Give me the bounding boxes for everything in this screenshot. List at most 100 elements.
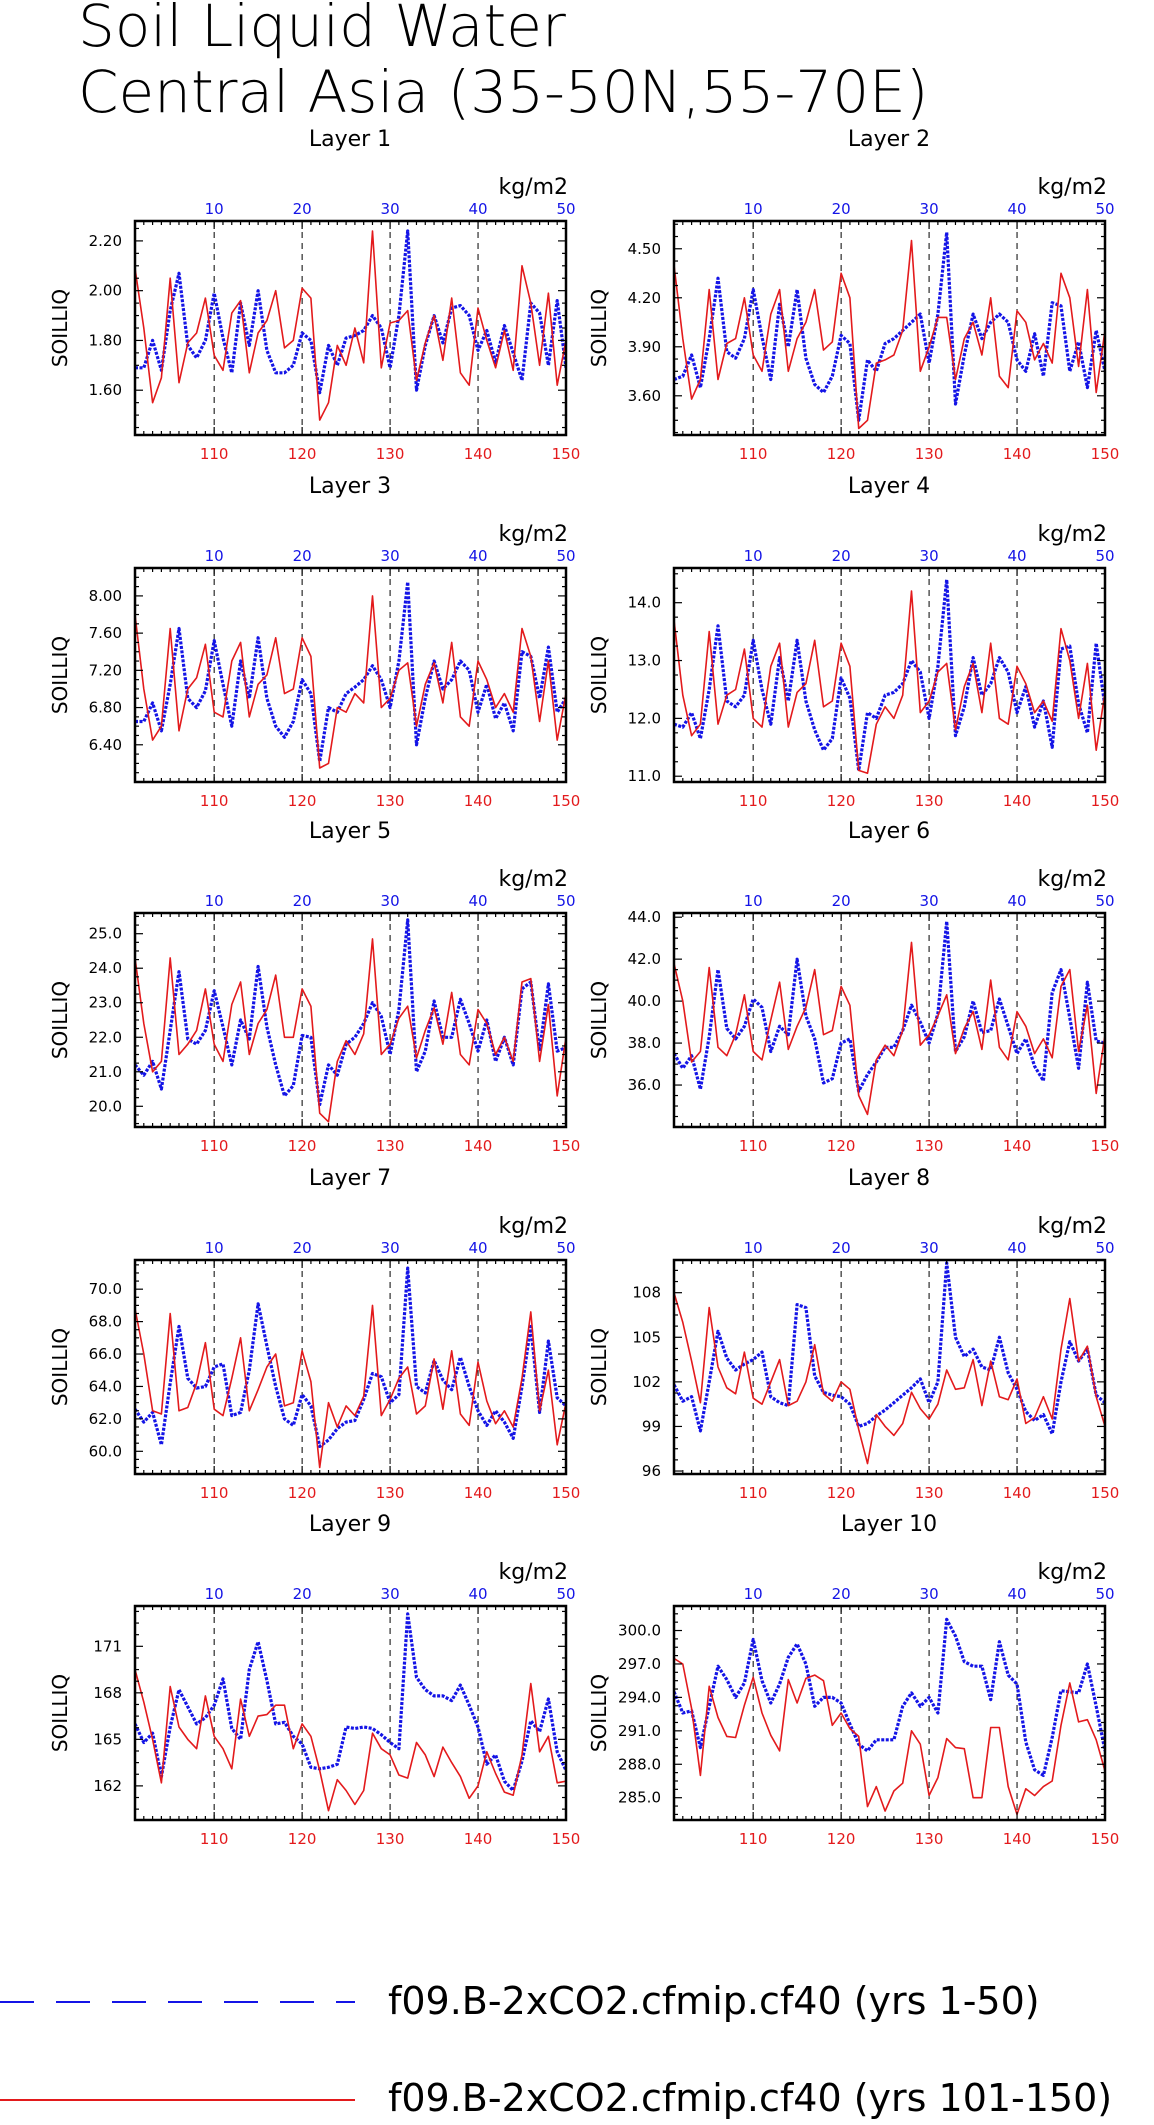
panel-title: Layer 6 xyxy=(848,819,930,844)
x-tick-label: 150 xyxy=(552,1484,581,1502)
x-tick-label: 130 xyxy=(376,1137,405,1155)
x-tick-label: 140 xyxy=(464,1137,493,1155)
y-tick-label: 23.0 xyxy=(89,994,122,1012)
units-label: kg/m2 xyxy=(1037,1214,1107,1239)
x2-tick-label: 50 xyxy=(556,547,575,565)
x2-tick-label: 30 xyxy=(381,200,400,218)
series-blue-line xyxy=(135,918,566,1107)
series-blue-line xyxy=(674,1261,1105,1436)
x2-tick-label: 30 xyxy=(920,1585,939,1603)
y-tick-label: 42.0 xyxy=(628,950,661,968)
y-axis-label: SOILLIQ xyxy=(48,636,72,714)
units-label: kg/m2 xyxy=(498,1214,568,1239)
x-tick-label: 150 xyxy=(1091,1830,1120,1848)
x2-tick-label: 30 xyxy=(920,200,939,218)
series-red-line xyxy=(135,1304,566,1469)
x2-tick-label: 40 xyxy=(468,1585,487,1603)
legend-blue-label: f09.B-2xCO2.cfmip.cf40 (yrs 1-50) xyxy=(388,1979,1040,2023)
panel-layer-8: Layer 8 kg/m2 SOILLIQ 110 120 130 140 150 10 20 30… xyxy=(587,1166,1119,1502)
y-tick-label: 165 xyxy=(93,1730,122,1748)
y-tick-label: 2.20 xyxy=(89,232,122,250)
x2-tick-label: 50 xyxy=(1095,1239,1114,1257)
y-tick-label: 3.60 xyxy=(628,387,661,405)
x2-tick-label: 40 xyxy=(1007,547,1026,565)
units-label: kg/m2 xyxy=(1037,522,1107,547)
y-tick-label: 162 xyxy=(93,1777,122,1795)
y-tick-label: 22.0 xyxy=(89,1028,122,1046)
series-red-line xyxy=(674,941,1105,1116)
x-tick-label: 130 xyxy=(376,1484,405,1502)
x2-tick-label: 10 xyxy=(744,200,763,218)
x-tick-label: 120 xyxy=(288,792,317,810)
x-tick-label: 110 xyxy=(739,445,768,463)
y-axis-label: SOILLIQ xyxy=(587,1674,611,1752)
x2-tick-label: 10 xyxy=(205,892,224,910)
x-tick-label: 130 xyxy=(915,445,944,463)
x2-tick-label: 10 xyxy=(744,1239,763,1257)
y-axis-label: SOILLIQ xyxy=(587,289,611,367)
series-red-line xyxy=(674,1657,1105,1816)
y-tick-label: 168 xyxy=(93,1684,122,1702)
y-tick-label: 99 xyxy=(642,1417,661,1435)
y-tick-label: 44.0 xyxy=(628,908,661,926)
x2-tick-label: 50 xyxy=(1095,892,1114,910)
x-tick-label: 120 xyxy=(827,792,856,810)
x2-tick-label: 30 xyxy=(381,892,400,910)
x2-tick-label: 50 xyxy=(556,1585,575,1603)
units-label: kg/m2 xyxy=(1037,175,1107,200)
x-tick-label: 140 xyxy=(1003,445,1032,463)
panel-layer-4: Layer 4 kg/m2 SOILLIQ 110 120 130 140 150 10 20 30… xyxy=(587,474,1119,810)
x-tick-label: 110 xyxy=(200,1484,229,1502)
x2-tick-label: 50 xyxy=(556,1239,575,1257)
panel-title: Layer 7 xyxy=(309,1166,391,1191)
x-tick-label: 150 xyxy=(1091,1484,1120,1502)
x-tick-label: 110 xyxy=(200,1137,229,1155)
x-tick-label: 140 xyxy=(1003,792,1032,810)
x-tick-label: 130 xyxy=(376,1830,405,1848)
x-tick-label: 150 xyxy=(1091,1137,1120,1155)
x-tick-label: 140 xyxy=(464,445,493,463)
panel-grid: Layer 1 kg/m2 SOILLIQ 110 120 130 140 150 10 20 30… xyxy=(48,127,1119,1848)
y-tick-label: 102 xyxy=(632,1373,661,1391)
plot-frame xyxy=(133,1258,568,1476)
x2-tick-label: 30 xyxy=(920,1239,939,1257)
y-tick-label: 70.0 xyxy=(89,1280,122,1298)
units-label: kg/m2 xyxy=(498,867,568,892)
x-tick-label: 120 xyxy=(288,445,317,463)
y-tick-label: 105 xyxy=(632,1328,661,1346)
x-tick-label: 110 xyxy=(739,1830,768,1848)
units-label: kg/m2 xyxy=(498,522,568,547)
x-tick-label: 110 xyxy=(200,445,229,463)
x2-tick-label: 20 xyxy=(832,200,851,218)
y-axis-label: SOILLIQ xyxy=(48,1328,72,1406)
x2-tick-label: 20 xyxy=(832,1239,851,1257)
panel-layer-5: Layer 5 kg/m2 SOILLIQ 110 120 130 140 150 10 20 30… xyxy=(48,819,580,1155)
x-tick-label: 150 xyxy=(552,1137,581,1155)
panel-layer-9: Layer 9 kg/m2 SOILLIQ 110 120 130 140 150 10 20 30… xyxy=(48,1512,580,1848)
y-tick-label: 96 xyxy=(642,1462,661,1480)
x-tick-label: 120 xyxy=(827,1830,856,1848)
x2-tick-label: 20 xyxy=(832,547,851,565)
x-tick-label: 130 xyxy=(915,792,944,810)
legend: f09.B-2xCO2.cfmip.cf40 (yrs 1-50) f09.B-… xyxy=(0,1979,1112,2120)
y-tick-label: 8.00 xyxy=(89,587,122,605)
x-tick-label: 120 xyxy=(827,1484,856,1502)
panel-layer-10: Layer 10 kg/m2 SOILLIQ 110 120 130 140 150 10 20 3… xyxy=(587,1512,1119,1848)
y-tick-label: 13.0 xyxy=(628,652,661,670)
y-axis-label: SOILLIQ xyxy=(48,981,72,1059)
x-tick-label: 140 xyxy=(464,1484,493,1502)
series-blue-line xyxy=(674,919,1105,1093)
x2-tick-label: 40 xyxy=(1007,200,1026,218)
x2-tick-label: 20 xyxy=(293,1585,312,1603)
x-tick-label: 120 xyxy=(288,1484,317,1502)
x2-tick-label: 10 xyxy=(205,1239,224,1257)
y-axis-label: SOILLIQ xyxy=(48,289,72,367)
y-tick-label: 20.0 xyxy=(89,1097,122,1115)
series-red-line xyxy=(674,239,1105,430)
panel-layer-3: Layer 3 kg/m2 SOILLIQ 110 120 130 140 150 10 20 30… xyxy=(48,474,580,810)
y-tick-label: 66.0 xyxy=(89,1345,122,1363)
x-tick-label: 140 xyxy=(1003,1830,1032,1848)
x2-tick-label: 10 xyxy=(744,547,763,565)
panel-title: Layer 4 xyxy=(848,474,930,499)
